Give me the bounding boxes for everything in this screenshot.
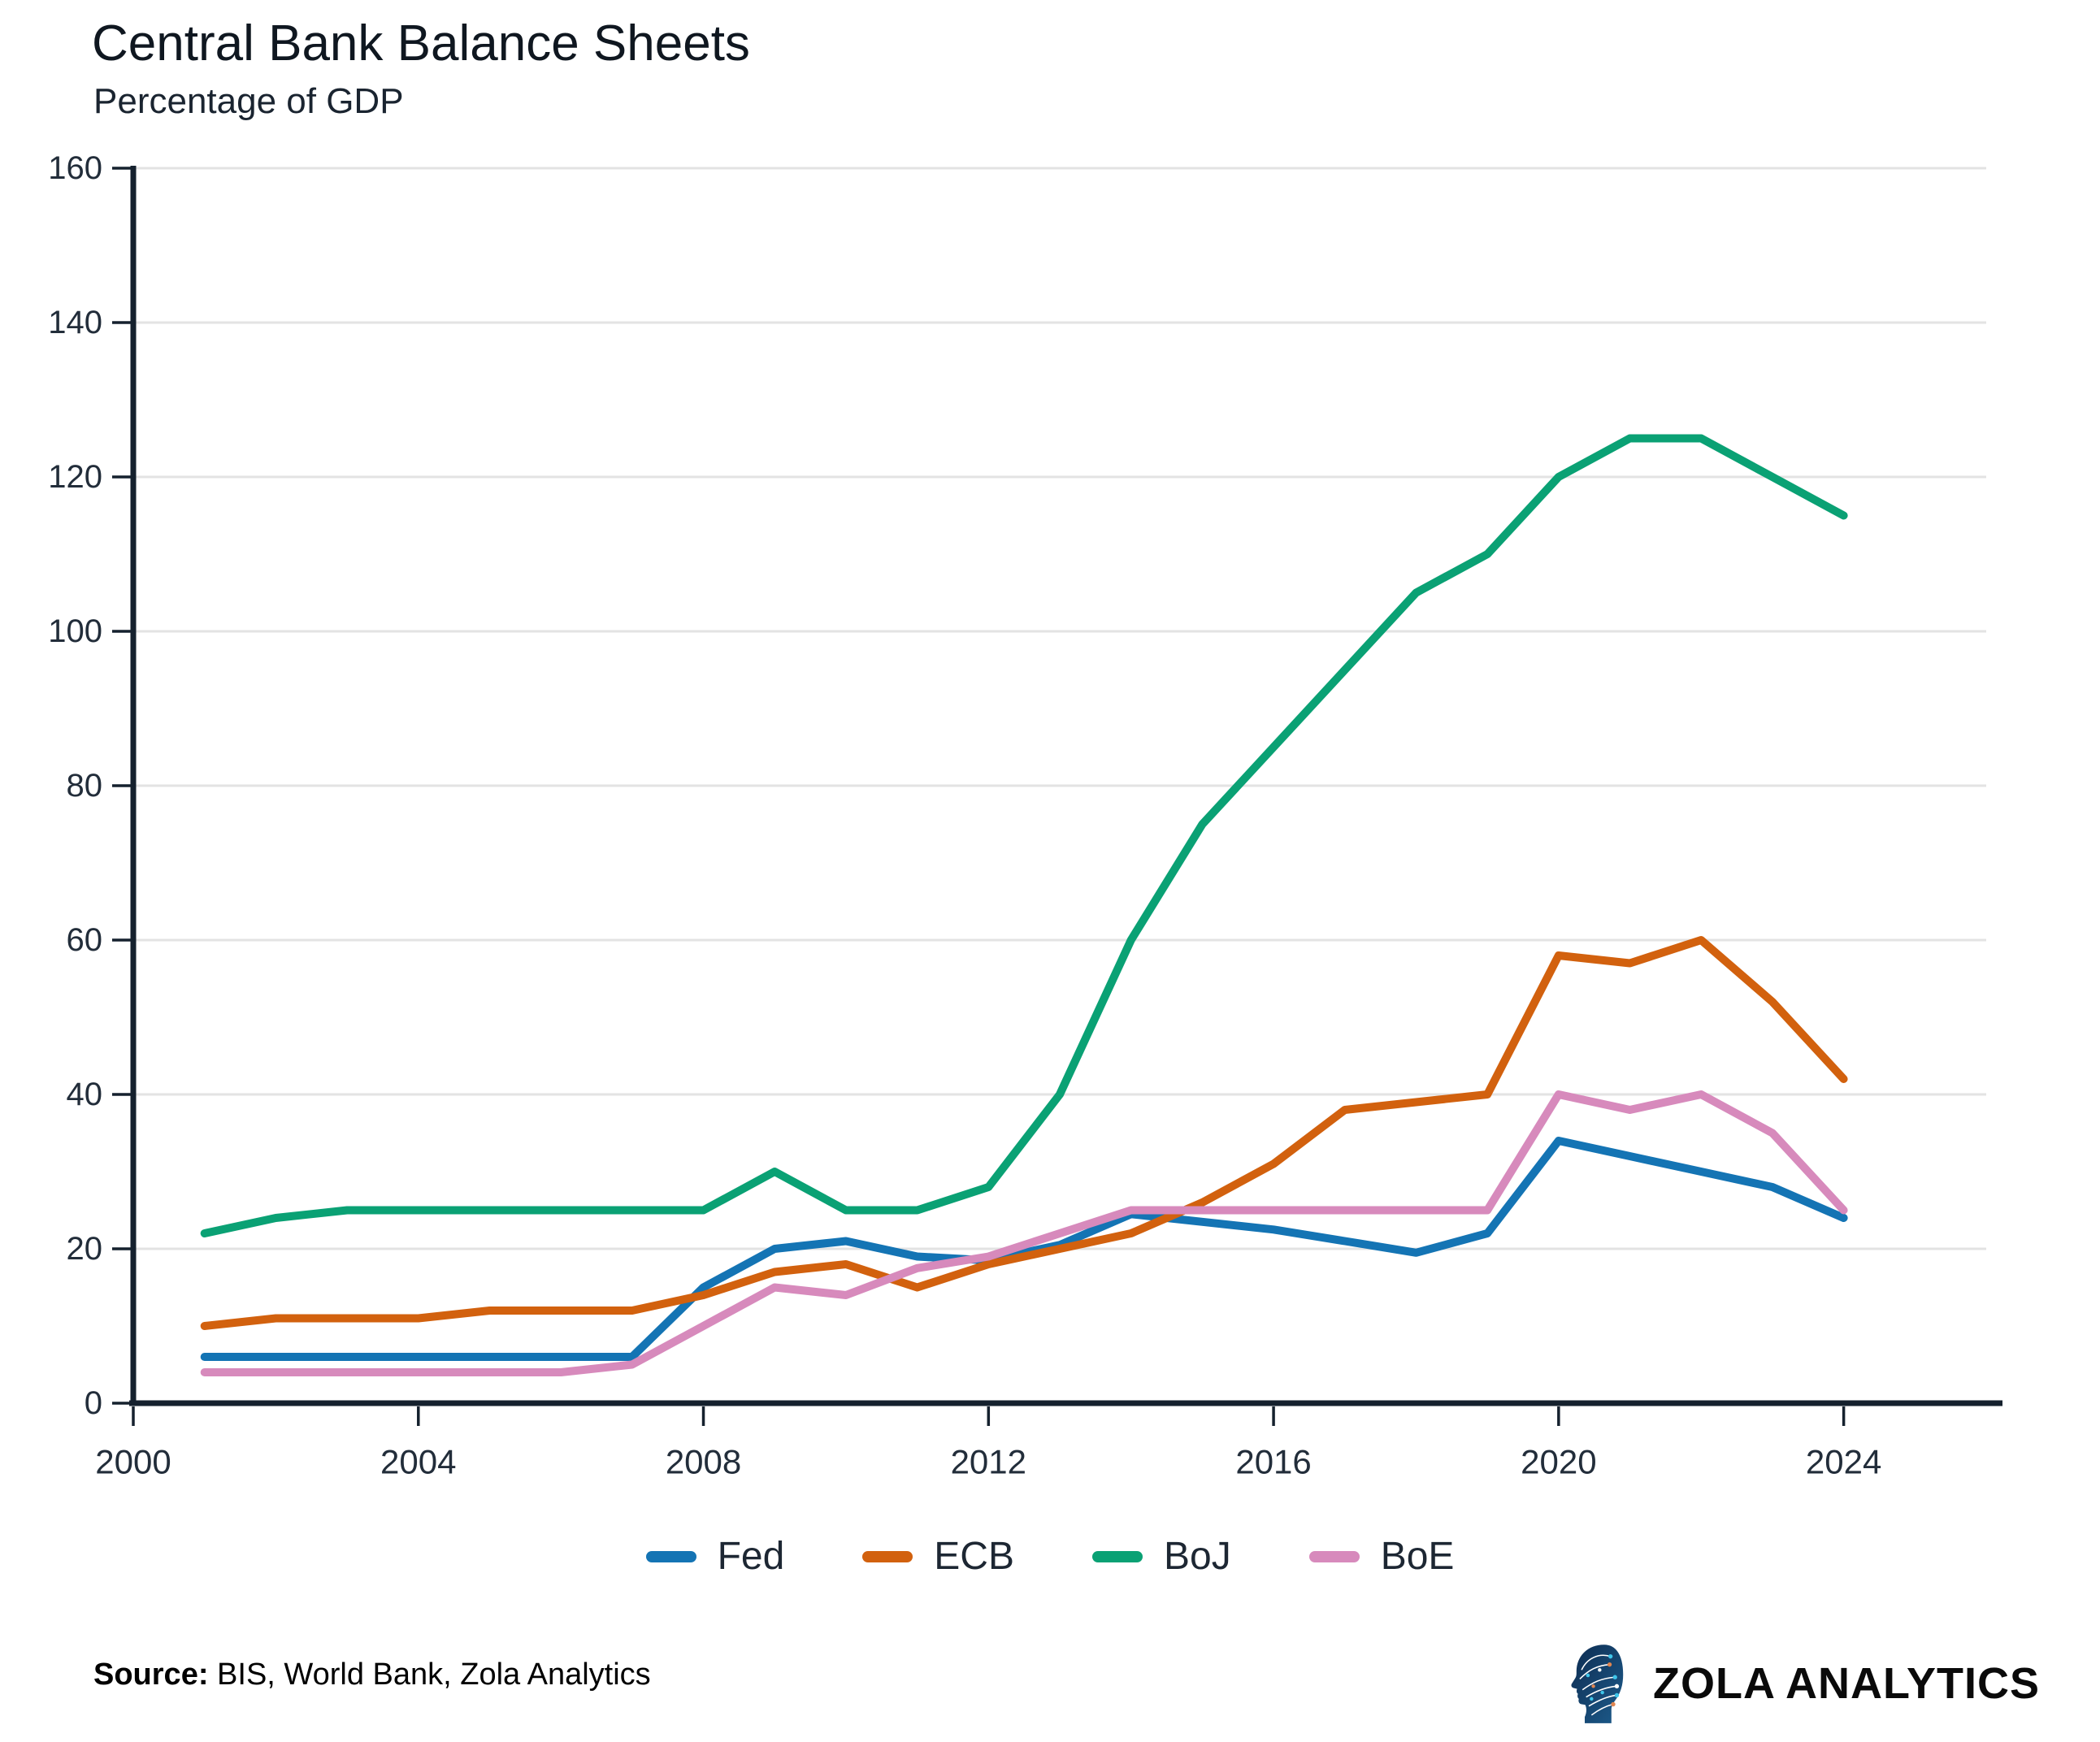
brand-name: ZOLA ANALYTICS (1652, 1659, 2040, 1708)
x-tick-label-2004: 2004 (380, 1443, 456, 1481)
y-tick-label-20: 20 (67, 1231, 103, 1267)
y-tick-label-60: 60 (67, 922, 103, 958)
x-tick-label-2016: 2016 (1235, 1443, 1311, 1481)
legend-label-ecb: ECB (934, 1535, 1014, 1578)
x-tick-label-2024: 2024 (1806, 1443, 1881, 1481)
legend-item-boe: BoE (1308, 1534, 1455, 1579)
series-line-boj (200, 434, 1848, 1237)
y-tick-label-80: 80 (67, 768, 103, 804)
legend-item-fed: Fed (645, 1534, 785, 1579)
x-tick-label-2012: 2012 (951, 1443, 1026, 1481)
series-line-ecb (200, 936, 1848, 1330)
legend-swatch-boe (1308, 1550, 1360, 1562)
source-label: Source: (93, 1658, 209, 1692)
y-tick-label-160: 160 (48, 150, 102, 186)
legend-label-boe: BoE (1380, 1535, 1455, 1578)
series-line-boe (200, 1090, 1848, 1376)
legend-label-fed: Fed (717, 1535, 785, 1578)
legend-swatch-ecb (862, 1550, 913, 1562)
legend-item-ecb: ECB (862, 1534, 1014, 1579)
source-note: Source: BIS, World Bank, Zola Analytics (93, 1658, 651, 1692)
legend-label-boj: BoJ (1163, 1535, 1231, 1578)
x-tick-label-2000: 2000 (95, 1443, 171, 1481)
y-tick-label-140: 140 (48, 305, 102, 340)
y-tick-label-0: 0 (85, 1385, 102, 1421)
chart-legend: Fed ECB BoJ BoE (0, 1534, 2100, 1579)
source-text: BIS, World Bank, Zola Analytics (208, 1658, 651, 1692)
y-tick-label-40: 40 (67, 1077, 103, 1112)
y-tick-label-120: 120 (48, 459, 102, 495)
x-tick-label-2020: 2020 (1521, 1443, 1596, 1481)
y-tick-label-100: 100 (48, 613, 102, 649)
chart-title: Central Bank Balance Sheets (92, 15, 750, 72)
head-circuit-logo-icon (1571, 1644, 1624, 1723)
legend-swatch-fed (645, 1550, 696, 1562)
legend-swatch-boj (1091, 1550, 1143, 1562)
brand-footer: ZOLA ANALYTICS (1565, 1643, 2040, 1724)
chart-subtitle: Percentage of GDP (93, 81, 404, 121)
legend-item-boj: BoJ (1091, 1534, 1231, 1579)
x-tick-label-2008: 2008 (666, 1443, 741, 1481)
